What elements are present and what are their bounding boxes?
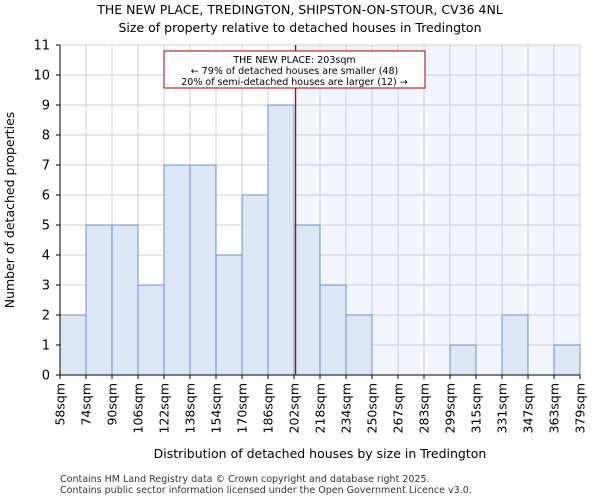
y-tick-label: 10 (33, 69, 50, 84)
y-axis-label: Number of detached properties (2, 112, 17, 309)
x-tick-label: 74sqm (79, 383, 94, 426)
histogram-bar (267, 104, 295, 376)
x-tick-label: 234sqm (339, 383, 354, 433)
x-axis-label: Distribution of detached houses by size … (154, 446, 487, 461)
x-tick-label: 331sqm (495, 383, 510, 433)
histogram-bar (137, 284, 165, 376)
x-tick-label: 267sqm (391, 383, 406, 433)
chart-title: THE NEW PLACE, TREDINGTON, SHIPSTON-ON-S… (97, 2, 503, 17)
footer-copyright: Contains HM Land Registry data © Crown c… (60, 474, 430, 485)
y-tick-label: 1 (42, 339, 50, 354)
histogram-bar (449, 344, 477, 376)
histogram-bar (189, 164, 217, 376)
y-tick-label: 8 (42, 129, 50, 144)
y-tick-label: 4 (42, 249, 50, 264)
histogram-bar (59, 314, 87, 376)
histogram-bar (319, 284, 347, 376)
x-tick-label: 283sqm (417, 383, 432, 433)
y-tick-label: 7 (42, 159, 50, 174)
histogram-bar (553, 344, 581, 376)
histogram-bar (293, 224, 321, 376)
histogram-bar (163, 164, 191, 376)
x-tick-label: 90sqm (105, 383, 120, 426)
x-tick-label: 170sqm (235, 383, 250, 433)
x-tick-label: 138sqm (183, 383, 198, 433)
y-tick-label: 11 (33, 39, 50, 54)
x-tick-label: 363sqm (547, 383, 562, 433)
x-tick-label: 347sqm (521, 383, 536, 433)
x-tick-label: 299sqm (443, 383, 458, 433)
x-tick-label: 379sqm (573, 383, 588, 433)
histogram-bar (111, 224, 139, 376)
y-tick-label: 6 (42, 189, 50, 204)
x-tick-label: 218sqm (313, 383, 328, 433)
x-tick-label: 250sqm (365, 383, 380, 433)
x-tick-label: 122sqm (157, 383, 172, 433)
x-tick-label: 315sqm (469, 383, 484, 433)
footer-licence: Contains public sector information licen… (60, 485, 472, 496)
histogram-bar (85, 224, 113, 376)
y-tick-label: 9 (42, 99, 50, 114)
x-tick-label: 186sqm (261, 383, 276, 433)
y-tick-label: 3 (42, 279, 50, 294)
x-tick-label: 106sqm (131, 383, 146, 433)
y-tick-label: 0 (42, 369, 50, 384)
histogram-bar (241, 194, 269, 376)
chart-subtitle: Size of property relative to detached ho… (118, 20, 482, 35)
y-tick-label: 2 (42, 309, 50, 324)
histogram-bar (345, 314, 373, 376)
x-tick-label: 58sqm (53, 383, 68, 426)
annotation-larger: 20% of semi-detached houses are larger (… (181, 77, 408, 88)
histogram-bar (215, 254, 243, 376)
annotation-title: THE NEW PLACE: 203sqm (232, 55, 355, 66)
x-tick-label: 154sqm (209, 383, 224, 433)
histogram-bar (501, 314, 529, 376)
annotation-smaller: ← 79% of detached houses are smaller (48… (191, 66, 398, 77)
annotation-box (163, 50, 426, 89)
x-tick-label: 202sqm (287, 383, 302, 433)
y-tick-label: 5 (42, 219, 50, 234)
